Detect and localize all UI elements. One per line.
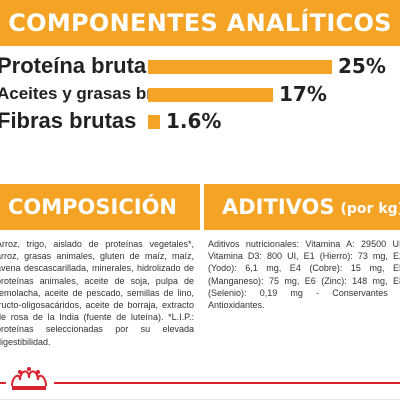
- analytic-value: 17%: [279, 82, 327, 106]
- analytic-label: Aceites y grasas brutos: [0, 84, 189, 103]
- analytic-row-fiber: Fibras brutas 1.6%: [0, 108, 400, 134]
- analytics-title: COMPONENTES ANALÍTICOS: [8, 9, 392, 37]
- footer-brand-line: [0, 382, 400, 384]
- analytic-row-fat: Aceites y grasas brutos 17%: [0, 81, 400, 107]
- analytic-value: 25%: [338, 54, 386, 78]
- royal-canin-crown-icon: [11, 367, 47, 390]
- additives-heading: ADITIVOS: [222, 195, 335, 219]
- analytic-value: 1.6%: [166, 109, 222, 133]
- analytic-bar: [148, 60, 332, 74]
- composition-text: Arroz, trigo, aislado de proteínas veget…: [0, 239, 194, 347]
- analytic-row-protein: Proteína bruta 25%: [0, 53, 400, 79]
- analytics-title-banner: COMPONENTES ANALÍTICOS: [0, 0, 400, 46]
- analytic-bar: [148, 88, 273, 102]
- additives-subheading: (por kg): [340, 201, 400, 217]
- additives-text: Aditivos nutricionales: Vitamina A: 2950…: [208, 239, 400, 311]
- composition-heading: COMPOSICIÓN: [8, 195, 177, 219]
- analytic-label: Proteína bruta: [0, 53, 147, 78]
- composition-banner: COMPOSICIÓN: [0, 184, 200, 230]
- analytic-label: Fibras brutas: [0, 108, 137, 133]
- analytic-bar: [148, 115, 160, 129]
- additives-banner: ADITIVOS (por kg): [204, 184, 400, 230]
